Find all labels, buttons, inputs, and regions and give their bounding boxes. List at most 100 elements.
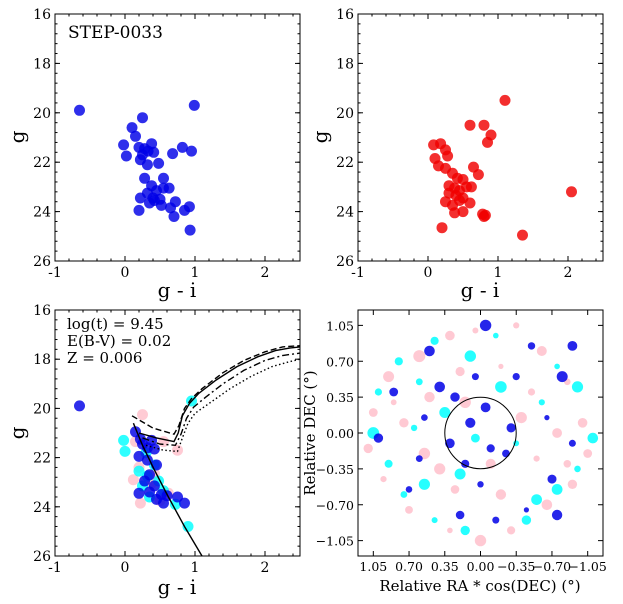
panel-bottom-right-frame <box>357 309 604 557</box>
sky-map-blue-point <box>479 319 492 332</box>
cmd-blue-members-point <box>167 148 179 160</box>
cmd-blue-members-point <box>163 182 175 194</box>
sky-map-pink-point <box>472 327 479 334</box>
cmd-red-members-point <box>436 222 448 234</box>
cmd-isochrone-xtick-label: 0 <box>121 560 130 576</box>
sky-map-pink-point <box>405 506 413 514</box>
cmd-blue-members-point <box>168 211 180 222</box>
sky-map-cyan-point <box>431 517 438 524</box>
cmd-blue-members-point <box>126 122 138 134</box>
cmd-red-ytick-label: 18 <box>336 56 354 72</box>
sky-map-ytick-label: 0.70 <box>326 354 354 369</box>
panel-top-left-ticks: -1 0 1 2 16 18 20 22 24 26 <box>33 7 300 281</box>
panel-bottom-left-isochrones <box>131 345 300 556</box>
sky-map-ytick-label: 0.00 <box>326 426 354 441</box>
panel-bottom-left-points <box>74 395 197 532</box>
sky-map-pink-point <box>513 322 520 329</box>
param-ebv: E(B-V) = 0.02 <box>67 332 171 350</box>
sky-map-pink-point <box>577 418 588 428</box>
sky-map-pink-point <box>583 449 593 458</box>
sky-map-pink-point <box>527 388 536 396</box>
panel-top-left: -1 0 1 2 16 18 20 22 24 26 STEP-0033 g - i g <box>5 7 301 302</box>
cmd-blue-members-point <box>148 195 160 206</box>
sky-map-blue-point <box>551 509 563 521</box>
sky-map-blue-point <box>547 474 557 484</box>
panel-top-left-points <box>74 99 200 236</box>
sky-map-pink-point <box>434 463 446 475</box>
cmd-blue-ytick-label: 16 <box>33 7 51 23</box>
cmd-isochrone-blue-point <box>144 486 155 498</box>
sky-map-cyan-point <box>471 433 480 443</box>
cmd-red-members-point <box>465 181 477 193</box>
cmd-red-ytick-label: 20 <box>336 106 354 122</box>
panel-bottom-left-xlabel: g - i <box>158 575 197 599</box>
cmd-isochrone-xtick-label: 1 <box>191 560 200 576</box>
sky-map-pink-point <box>563 460 572 468</box>
sky-map-blue-point <box>556 371 568 383</box>
cmd-blue-ytick-label: 20 <box>33 106 51 122</box>
sky-map-pink-point <box>390 399 397 406</box>
sky-map-blue-point <box>567 341 578 351</box>
cmd-isochrone-ytick-label: 20 <box>33 401 51 417</box>
sky-map-blue-point <box>471 373 479 381</box>
cmd-isochrone-cyan-point <box>118 434 130 446</box>
sky-map-pink-point <box>515 412 527 424</box>
panel-bottom-left-ticks: -1 0 1 2 16 18 20 22 24 26 <box>33 303 300 576</box>
cmd-isochrone-blue-point <box>133 487 145 499</box>
sky-map-pink-point <box>552 428 562 438</box>
sky-map-blue-point <box>477 481 484 488</box>
cmd-isochrone-blue-point <box>74 400 85 412</box>
sky-map-cyan-point <box>493 332 499 339</box>
sky-map-cyan-point <box>574 465 581 473</box>
cmd-red-members-point <box>457 206 469 218</box>
cmd-blue-ytick-label: 18 <box>33 56 51 72</box>
sky-map-pink-point <box>507 526 516 535</box>
sky-map-blue-point <box>434 381 446 393</box>
cmd-blue-xtick-label: 1 <box>191 265 200 281</box>
cmd-blue-members-point <box>137 112 148 124</box>
cmd-red-xtick-label: 1 <box>494 265 503 281</box>
cmd-blue-members-point <box>148 146 160 158</box>
sky-map-pink-point <box>541 499 553 511</box>
sky-map-xtick-label: −0.35 <box>497 559 535 574</box>
cmd-blue-members-point <box>186 145 197 157</box>
panel-bottom-right: 1.05 0.70 0.35 0.00 −0.35−0.70−1.051.050.700… <box>301 309 607 595</box>
sky-map-pink-point <box>445 330 455 341</box>
sky-map-xtick-label: −1.05 <box>569 559 607 574</box>
cmd-blue-members-point <box>188 99 200 111</box>
sky-map-xtick-label: 1.05 <box>359 559 387 574</box>
cmd-red-members-point <box>499 94 511 106</box>
sky-map-pink-point <box>368 408 378 417</box>
sky-map-blue-point <box>455 510 465 520</box>
panel-top-left-ylabel: g <box>5 130 29 143</box>
sky-map-pink-point <box>413 350 426 363</box>
sky-map-cyan-point <box>394 357 403 366</box>
cmd-blue-members-point <box>165 202 176 214</box>
cmd-red-xtick-label: 2 <box>564 265 573 281</box>
sky-map-cyan-point <box>531 494 542 505</box>
panel-top-right-points <box>428 94 577 241</box>
cmd-isochrone-blue-point <box>139 475 151 487</box>
sky-map-pink-point <box>495 489 507 500</box>
sky-map-cyan-point <box>587 432 599 444</box>
param-z: Z = 0.006 <box>67 349 142 367</box>
cmd-blue-members-point <box>133 204 145 216</box>
panel-bottom-left-ylabel: g <box>5 426 29 439</box>
sky-map-ytick-label: −0.70 <box>316 498 354 513</box>
cmd-isochrone-cyan-point <box>182 521 194 532</box>
panel-top-right-frame <box>357 13 604 262</box>
sky-map-cyan-point <box>384 459 393 468</box>
sky-map-blue-point <box>506 423 516 433</box>
param-log-t: log(t) = 9.45 <box>67 315 164 333</box>
figure-title: STEP-0033 <box>68 23 163 43</box>
sky-map-ytick-label: −0.35 <box>316 462 354 477</box>
cmd-blue-members-point <box>74 104 85 116</box>
cmd-isochrone-xtick-label: -1 <box>48 560 62 576</box>
sky-map-pink-point <box>450 485 460 494</box>
sky-map-blue-point <box>568 439 576 447</box>
sky-map-xtick-label: 0.70 <box>395 559 423 574</box>
cmd-isochrone-pink-point <box>137 409 148 421</box>
cmd-isochrone-blue-point <box>158 497 169 509</box>
sky-map-cyan-point <box>551 484 563 495</box>
cmd-blue-members-point <box>141 159 153 171</box>
